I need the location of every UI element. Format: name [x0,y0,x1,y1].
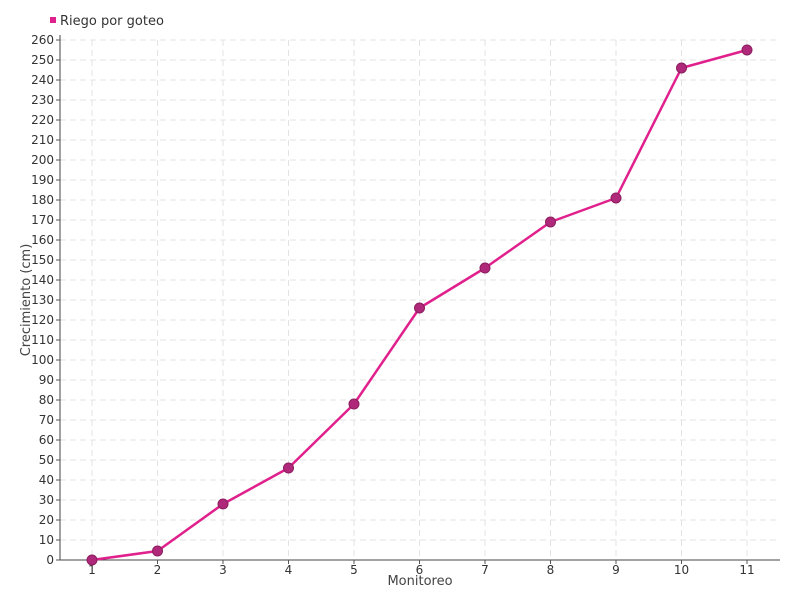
data-point [152,545,163,557]
data-point [479,262,491,274]
y-tick-label: 0 [46,553,54,567]
x-tick-label: 6 [416,563,424,577]
y-axis-title: Crecimiento (cm) [19,244,34,357]
x-tick-label: 5 [350,563,358,577]
y-tick-label: 190 [31,173,54,187]
y-tick-label: 260 [31,33,54,47]
y-tick-label: 220 [31,113,54,127]
y-tick-label: 250 [31,53,54,67]
x-tick-label: 4 [285,563,293,577]
legend: Riego por goteo [50,14,164,29]
y-tick-label: 70 [39,413,54,427]
data-point [610,192,622,204]
y-tick-label: 60 [39,433,54,447]
y-tick-label: 150 [31,253,54,267]
y-tick-label: 90 [39,373,54,387]
y-tick-label: 100 [31,353,54,367]
y-tick-label: 210 [31,133,54,147]
y-tick-label: 20 [39,513,54,527]
data-point [545,216,556,228]
legend-swatch [50,17,56,23]
y-tick-label: 50 [39,453,54,467]
data-point [741,44,753,56]
y-tick-label: 230 [31,93,54,107]
y-tick-label: 170 [31,213,54,227]
x-tick-label: 9 [612,563,620,577]
y-tick-label: 240 [31,73,54,87]
y-tick-label: 80 [39,393,54,407]
legend-label: Riego por goteo [60,14,164,29]
y-tick-label: 140 [31,273,54,287]
y-tick-label: 110 [31,333,54,347]
y-tick-label: 40 [39,473,54,487]
x-tick-label: 8 [547,563,555,577]
data-point [86,554,98,566]
x-tick-label: 10 [674,563,689,577]
x-tick-label: 3 [219,563,227,577]
x-tick-label: 1 [88,563,96,577]
y-tick-label: 180 [31,193,54,207]
y-tick-label: 10 [39,533,54,547]
y-axis-ticks: 0 10 20 30 40 50 60 70 80 90 100 110 120 130 140 150 160… [31,33,60,567]
data-point [283,462,294,474]
x-axis-ticks: 1 2 3 4 5 6 7 8 9 10 11 [88,560,755,577]
y-tick-label: 120 [31,313,54,327]
data-point [348,398,360,410]
data-point [217,498,229,510]
y-tick-label: 160 [31,233,54,247]
grid [60,39,780,560]
series-layer [86,44,753,566]
data-point [676,62,687,74]
x-tick-label: 2 [154,563,162,577]
x-tick-label: 7 [481,563,489,577]
y-tick-label: 130 [31,293,54,307]
x-axis-title: Monitoreo [387,574,452,589]
y-tick-label: 30 [39,493,54,507]
x-tick-label: 11 [739,563,754,577]
data-point [414,302,425,314]
y-tick-label: 200 [31,153,54,167]
